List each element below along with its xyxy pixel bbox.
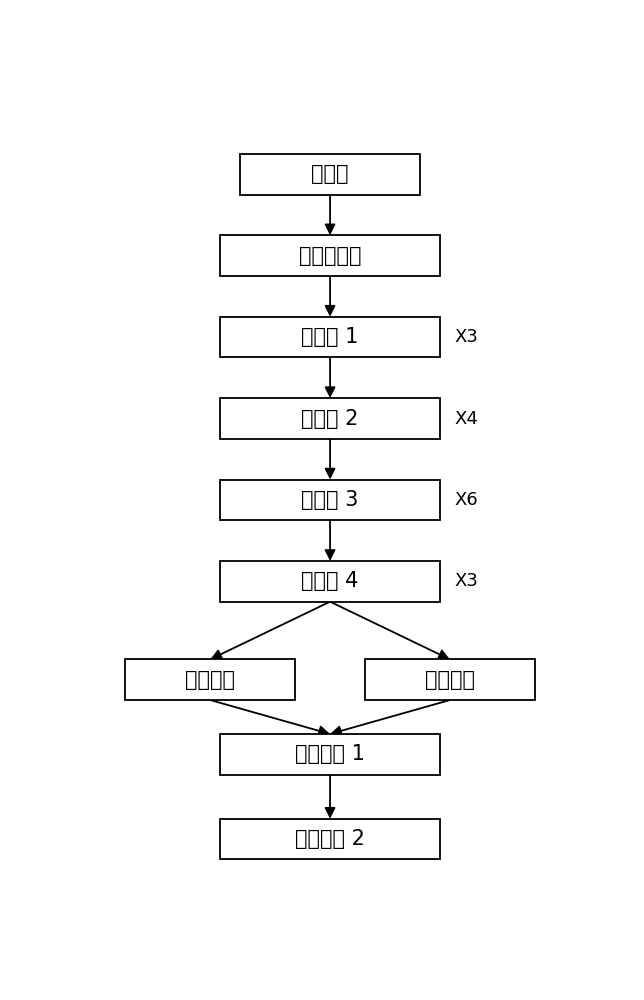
Text: 瓶颈层 2: 瓶颈层 2 [301,409,359,429]
Text: 全连接层 1: 全连接层 1 [295,744,365,764]
Text: 平均池化: 平均池化 [425,670,475,690]
Text: 卷积层: 卷积层 [311,164,349,184]
Text: 最大池化: 最大池化 [185,670,235,690]
Bar [220,317,440,357]
Bar [365,659,535,700]
Bar [220,819,440,859]
Bar [220,734,440,775]
Text: X4: X4 [455,410,478,428]
Text: 全连接层 2: 全连接层 2 [295,829,365,849]
Bar [220,561,440,602]
Text: X6: X6 [455,491,478,509]
Text: 瓶颈层 1: 瓶颈层 1 [301,327,359,347]
Bar [240,154,420,195]
Text: 最大池化层: 最大池化层 [299,246,361,266]
Text: X3: X3 [455,328,478,346]
Text: 瓶颈层 4: 瓶颈层 4 [301,571,359,591]
Text: X3: X3 [455,572,478,590]
Bar [220,235,440,276]
Bar [220,398,440,439]
Text: 瓶颈层 3: 瓶颈层 3 [301,490,359,510]
Bar [220,480,440,520]
Bar [126,659,295,700]
